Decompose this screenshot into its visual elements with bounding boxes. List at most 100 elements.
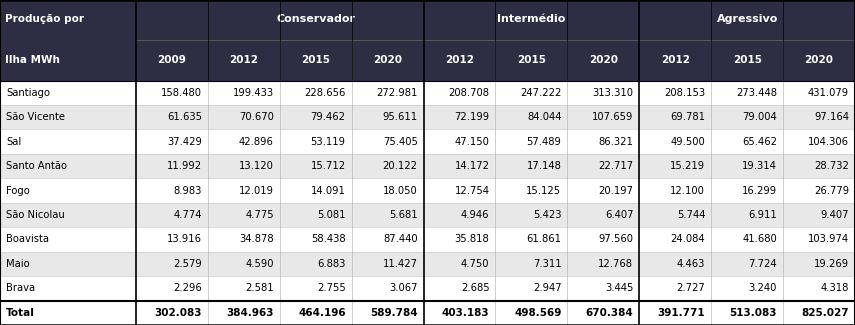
Text: 2.579: 2.579 [173,259,202,269]
Text: São Nicolau: São Nicolau [6,210,65,220]
Text: 79.462: 79.462 [310,112,345,122]
Text: 2020: 2020 [589,55,618,65]
Text: 14.172: 14.172 [455,161,489,171]
Text: 15.712: 15.712 [310,161,345,171]
Text: 403.183: 403.183 [442,308,489,318]
Text: Conservador: Conservador [276,14,355,24]
Text: 35.818: 35.818 [455,234,489,244]
Text: Sal: Sal [6,136,21,147]
Text: 208.708: 208.708 [449,88,489,98]
Text: Agressivo: Agressivo [716,14,778,24]
Text: 97.164: 97.164 [814,112,849,122]
Text: 2012: 2012 [661,55,690,65]
Text: 670.384: 670.384 [586,308,634,318]
Text: 13.120: 13.120 [239,161,274,171]
Text: 4.590: 4.590 [245,259,274,269]
Text: 2.727: 2.727 [676,283,705,293]
Text: 79.004: 79.004 [742,112,777,122]
Text: 2012: 2012 [445,55,474,65]
Text: 2.947: 2.947 [533,283,562,293]
Text: 6.883: 6.883 [317,259,345,269]
Text: 313.310: 313.310 [593,88,634,98]
Text: 47.150: 47.150 [455,136,489,147]
Text: 20.197: 20.197 [598,186,634,196]
Text: 7.724: 7.724 [748,259,777,269]
Text: 3.445: 3.445 [605,283,634,293]
Text: Produção por: Produção por [5,14,84,24]
Text: 431.079: 431.079 [808,88,849,98]
Text: 12.019: 12.019 [239,186,274,196]
Text: 41.680: 41.680 [742,234,777,244]
Text: 11.427: 11.427 [382,259,417,269]
Text: 58.438: 58.438 [311,234,345,244]
Text: Maio: Maio [6,259,30,269]
Text: 87.440: 87.440 [383,234,417,244]
Text: Boavista: Boavista [6,234,49,244]
Bar [0,252,855,276]
Text: Intermédio: Intermédio [498,14,566,24]
Text: 228.656: 228.656 [304,88,345,98]
Text: 2.685: 2.685 [461,283,489,293]
Text: 69.781: 69.781 [670,112,705,122]
Text: 4.774: 4.774 [174,210,202,220]
Text: 61.635: 61.635 [167,112,202,122]
Text: 95.611: 95.611 [382,112,417,122]
Text: 2.296: 2.296 [173,283,202,293]
Bar [0,0,855,40]
Text: 5.681: 5.681 [389,210,417,220]
Text: 42.896: 42.896 [239,136,274,147]
Text: 158.480: 158.480 [161,88,202,98]
Bar [0,129,855,154]
Text: 6.911: 6.911 [748,210,777,220]
Text: Brava: Brava [6,283,35,293]
Bar [0,40,855,81]
Text: 384.963: 384.963 [227,308,274,318]
Text: 2012: 2012 [229,55,258,65]
Text: Total: Total [6,308,35,318]
Text: Ilha MWh: Ilha MWh [5,55,60,65]
Text: 2020: 2020 [805,55,834,65]
Text: 464.196: 464.196 [298,308,345,318]
Text: 24.084: 24.084 [670,234,705,244]
Text: 97.560: 97.560 [598,234,634,244]
Text: 5.423: 5.423 [533,210,562,220]
Text: 72.199: 72.199 [454,112,489,122]
Text: 15.219: 15.219 [670,161,705,171]
Text: 75.405: 75.405 [383,136,417,147]
Text: 199.433: 199.433 [233,88,274,98]
Text: 247.222: 247.222 [520,88,562,98]
Text: 2.581: 2.581 [245,283,274,293]
Text: 2015: 2015 [733,55,762,65]
Text: 86.321: 86.321 [598,136,634,147]
Text: 4.318: 4.318 [821,283,849,293]
Text: 4.775: 4.775 [245,210,274,220]
Bar [0,203,855,227]
Text: 107.659: 107.659 [592,112,634,122]
Bar [0,105,855,129]
Text: 273.448: 273.448 [736,88,777,98]
Text: 9.407: 9.407 [821,210,849,220]
Text: 22.717: 22.717 [598,161,634,171]
Text: 3.067: 3.067 [389,283,417,293]
Text: 49.500: 49.500 [670,136,705,147]
Text: 391.771: 391.771 [657,308,705,318]
Text: 498.569: 498.569 [514,308,562,318]
Text: 13.916: 13.916 [167,234,202,244]
Text: 12.754: 12.754 [455,186,489,196]
Bar [0,301,855,325]
Text: 11.992: 11.992 [167,161,202,171]
Bar [0,81,855,105]
Text: 7.311: 7.311 [533,259,562,269]
Text: 2.755: 2.755 [317,283,345,293]
Text: 3.240: 3.240 [749,283,777,293]
Text: 5.744: 5.744 [676,210,705,220]
Text: 2015: 2015 [517,55,545,65]
Text: 15.125: 15.125 [527,186,562,196]
Text: 5.081: 5.081 [317,210,345,220]
Text: 2020: 2020 [373,55,402,65]
Text: 302.083: 302.083 [155,308,202,318]
Text: 19.314: 19.314 [742,161,777,171]
Text: 12.768: 12.768 [598,259,634,269]
Text: 2015: 2015 [301,55,330,65]
Bar [0,154,855,178]
